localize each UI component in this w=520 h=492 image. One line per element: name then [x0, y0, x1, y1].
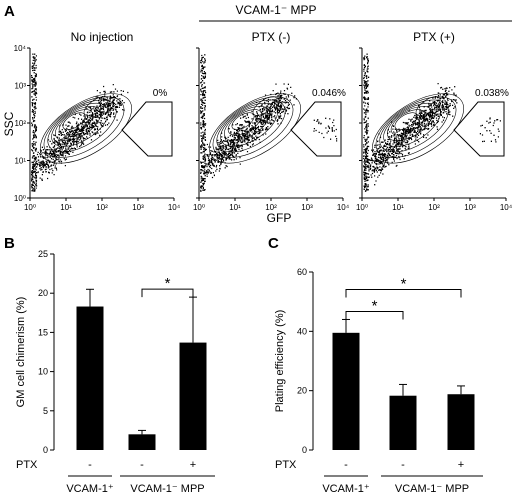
ptx-label: PTX: [16, 459, 38, 471]
group-label: VCAM-1⁺: [66, 483, 114, 492]
flow-gate: [290, 101, 342, 157]
gate-percent: 0.046%: [312, 88, 346, 99]
y-axis-label: GM cell chimerism (%): [15, 297, 27, 408]
flow-plot-0: No injection 10⁰ 10¹ 10² 10³ 10⁴ 10⁰ 10¹ 10² 10³ 1…: [14, 30, 181, 212]
panel-b-label: B: [4, 235, 15, 252]
flow-plot-1: PTX (-) 10⁰ 10¹ 10² 10³ 10⁴ 0.046%: [193, 30, 350, 212]
gate-events: [313, 117, 338, 142]
group-label: VCAM-1⁺: [322, 483, 370, 492]
panel-c-label: C: [268, 235, 279, 252]
y-tick-label: 20: [38, 288, 48, 298]
flow-x-tick-label: 10²: [96, 203, 108, 212]
flow-contours: [371, 93, 465, 164]
flow-x-tick-label: 10⁴: [168, 203, 181, 212]
flow-gate: [121, 101, 173, 157]
y-tick-label: 25: [38, 249, 48, 259]
ptx-value: +: [458, 459, 464, 471]
y-tick-label: 0: [43, 445, 48, 455]
flow-x-tick-label: 10⁰: [24, 203, 36, 212]
significance-bracket: [141, 288, 194, 298]
flow-x-tick-label: 10³: [464, 203, 476, 212]
significance-bracket: [345, 310, 404, 320]
flow-y-tick-label: 10⁴: [14, 44, 27, 53]
chart-c: Plating efficiency (%) 0 20 40 60 * * PTX - - + VCA…: [274, 267, 483, 492]
gate-percent: 0.038%: [475, 88, 509, 99]
flow-group-label: VCAM-1⁻ MPP: [235, 3, 316, 17]
flow-y-tick-label: 10³: [14, 82, 26, 91]
y-tick-label: 40: [297, 326, 307, 336]
flow-plot-title: PTX (-): [252, 30, 291, 44]
group-label: VCAM-1⁻ MPP: [395, 483, 469, 492]
bar-2: [179, 342, 207, 450]
flow-contours: [208, 93, 302, 164]
y-tick-label: 10: [38, 367, 48, 377]
flow-event-dots: [363, 53, 458, 192]
y-tick-label: 0: [302, 445, 307, 455]
bar-2: [447, 394, 475, 450]
ptx-value: -: [401, 459, 405, 471]
group-label: VCAM-1⁻ MPP: [130, 483, 204, 492]
flow-x-tick-label: 10¹: [229, 203, 241, 212]
y-tick-label: 15: [38, 327, 48, 337]
bar-1: [128, 434, 156, 450]
flow-event-dots: [200, 54, 297, 192]
gate-events: [479, 117, 501, 143]
flow-y-tick-label: 10¹: [14, 157, 26, 166]
flow-plot-title: No injection: [71, 30, 134, 44]
y-tick-label: 20: [297, 386, 307, 396]
flow-x-tick-label: 10⁴: [337, 203, 350, 212]
gate-percent: 0%: [153, 88, 168, 99]
bar-0: [332, 332, 360, 450]
panel-a-label: A: [4, 3, 15, 20]
significance-star: *: [372, 297, 378, 314]
flow-contours: [39, 93, 133, 164]
flow-x-tick-label: 10³: [301, 203, 313, 212]
flow-y-tick-label: 10²: [14, 119, 26, 128]
flow-plots: No injection 10⁰ 10¹ 10² 10³ 10⁴ 10⁰ 10¹ 10² 10³ 1…: [14, 30, 513, 212]
flow-y-axis-label: SSC: [2, 111, 16, 136]
significance-star: *: [401, 275, 407, 292]
ptx-value: +: [190, 459, 196, 471]
y-tick-label: 5: [43, 406, 48, 416]
bar-1: [389, 395, 417, 450]
flow-x-tick-label: 10⁴: [500, 203, 513, 212]
flow-x-tick-label: 10¹: [392, 203, 404, 212]
significance-bracket: [345, 288, 462, 298]
flow-plot-2: PTX (+) 10⁰ 10¹ 10² 10³ 10⁴ 0.038%: [356, 30, 513, 212]
flow-x-tick-label: 10⁰: [356, 203, 368, 212]
flow-y-tick-label: 10⁰: [14, 194, 26, 203]
ptx-value: -: [88, 459, 92, 471]
flow-plot-title: PTX (+): [413, 30, 455, 44]
flow-gate: [453, 101, 505, 157]
flow-x-tick-label: 10²: [265, 203, 277, 212]
ptx-value: -: [140, 459, 144, 471]
y-tick-label: 60: [297, 267, 307, 277]
flow-x-tick-label: 10¹: [60, 203, 72, 212]
significance-star: *: [165, 275, 171, 292]
ptx-label: PTX: [275, 459, 297, 471]
ptx-value: -: [344, 459, 348, 471]
bar-0: [76, 306, 104, 450]
flow-x-tick-label: 10²: [428, 203, 440, 212]
flow-x-tick-label: 10³: [132, 203, 144, 212]
flow-event-dots: [31, 53, 129, 192]
chart-b: GM cell chimerism (%) 0 5 10 15 20 25 * PTX - - + VC…: [15, 249, 215, 492]
y-axis-label: Plating efficiency (%): [274, 310, 286, 413]
flow-x-axis-label: GFP: [267, 211, 292, 225]
flow-x-tick-label: 10⁰: [193, 203, 205, 212]
